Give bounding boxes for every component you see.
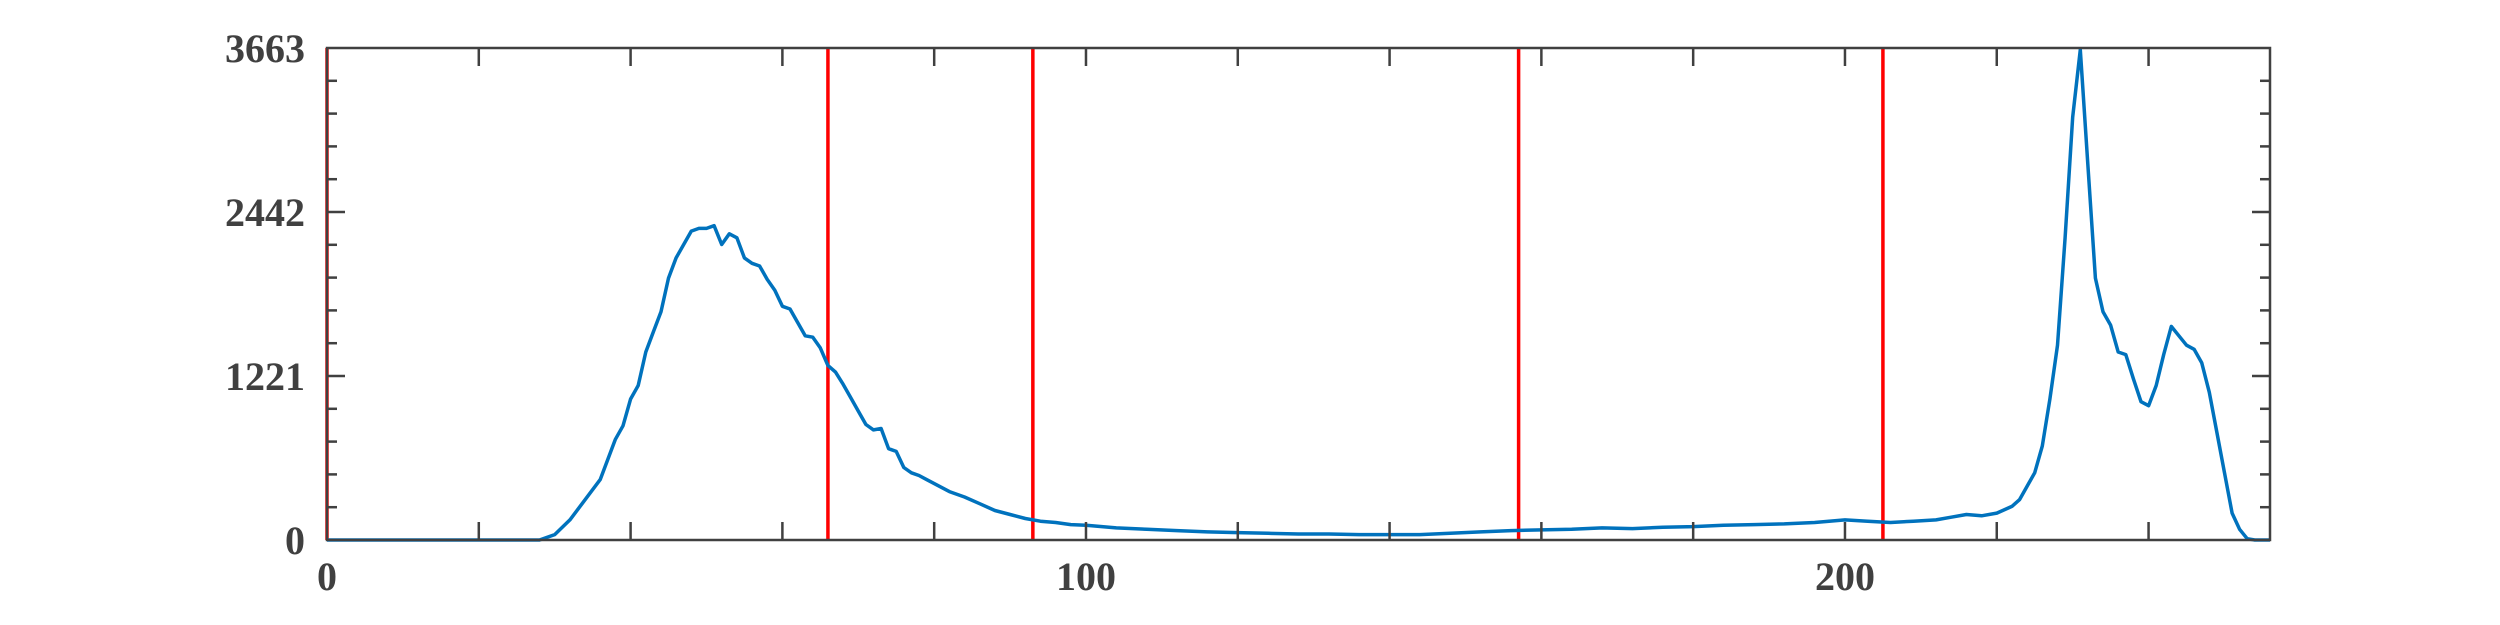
x-tick-label: 100 bbox=[1056, 554, 1116, 599]
y-tick-label: 3663 bbox=[225, 26, 305, 71]
x-tick-label: 200 bbox=[1815, 554, 1875, 599]
y-tick-labels: 0 1221 2442 3663 bbox=[225, 26, 305, 563]
x-tick-labels: 0 100 200 bbox=[317, 554, 1875, 599]
axes-box bbox=[325, 46, 2272, 542]
x-tick-label: 0 bbox=[317, 554, 337, 599]
threshold-lines bbox=[325, 48, 1885, 540]
y-tick-label: 2442 bbox=[225, 190, 305, 235]
series-group bbox=[327, 47, 2270, 542]
y-tick-label: 0 bbox=[285, 518, 305, 563]
plot-frame bbox=[325, 46, 2272, 542]
series-line-0 bbox=[327, 47, 2270, 542]
y-tick-label: 1221 bbox=[225, 354, 305, 399]
